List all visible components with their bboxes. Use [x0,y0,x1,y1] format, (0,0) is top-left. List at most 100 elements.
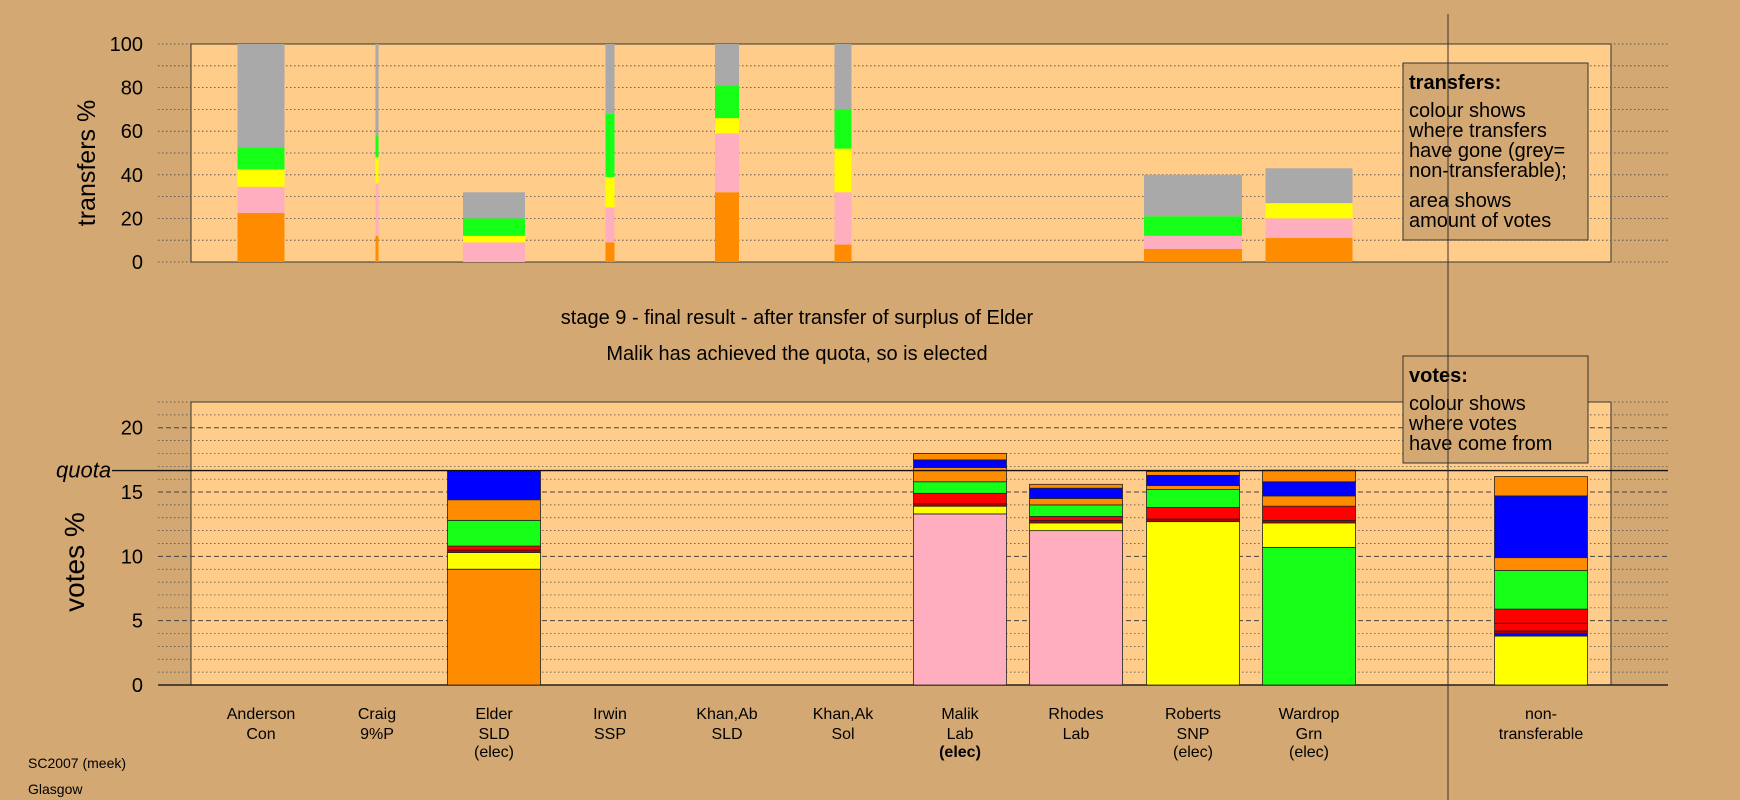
votes-bar-segment [1262,469,1356,483]
votes-bars [447,453,1588,686]
transfers-legend-frame [1402,62,1589,241]
transfers-bar-segment [237,212,285,262]
votes-y-axis-label: votes % [59,512,90,612]
votes-bar-segment [1494,476,1588,497]
nontransferable-label: non- [1525,706,1557,723]
votes-bar-segment [447,519,541,547]
transfers-bar-segment [375,235,379,262]
votes-bar-segment [913,481,1007,494]
transfers-bars [237,44,1353,262]
votes-legend-title: votes: [1409,365,1468,387]
candidate-label: Elder SLD(elec) [474,706,514,761]
transfers-bar-segment [463,218,525,236]
quota-line-group: quota [56,458,1668,483]
votes-bar-segment [447,568,541,686]
transfers-legend-line: where transfers [1408,120,1547,142]
candidate-name: Rhodes [1048,706,1103,723]
votes-bar-segment [1494,608,1588,624]
candidate-label: Roberts SNP(elec) [1165,706,1221,761]
votes-bar-segment [1146,474,1240,487]
transfers-bar-segment [834,148,852,193]
votes-bar-segment [1146,489,1240,508]
votes-bar-segment [1262,546,1356,686]
votes-bar-segment [1146,521,1240,686]
candidate-label: Wardrop Grn(elec) [1279,706,1340,761]
transfers-legend-box: transfers: colour shows where transfers … [1402,62,1589,241]
transfers-bar-segment [834,44,852,110]
votes-bar-segment [1029,487,1123,499]
candidate-label: Khan,Ab SLD [696,706,757,743]
candidate-name: Khan,Ak [813,706,874,723]
candidate-label: Irwin SSP [593,706,627,743]
votes-bar-segment [913,453,1007,461]
candidate-party: Con [246,726,275,743]
stage-title: stage 9 - final result - after transfer … [561,307,1034,329]
votes-bar-segment [1262,481,1356,497]
transfers-y-tick-label: 40 [121,165,143,187]
transfers-bar-segment [463,192,525,219]
nontransferable-label: transferable [1499,726,1584,743]
votes-y-tick-label: 10 [121,546,143,568]
transfers-bar-segment [715,192,739,262]
votes-bar-segment [1146,485,1240,490]
votes-bar-segment [1029,516,1123,521]
footer-source: SC2007 (meek) [28,755,126,771]
transfers-y-tick-label: 60 [121,121,143,143]
transfers-bar-segment [237,169,285,187]
candidate-status: (elec) [1173,744,1213,761]
transfers-y-axis-label: transfers % [73,100,101,226]
footer-region: Glasgow [28,781,83,797]
transfers-bar-segment [375,157,379,184]
votes-bar-segment [1262,495,1356,507]
transfers-bar-segment [237,44,285,148]
transfers-y-tick-label: 80 [121,78,143,100]
transfers-bar-segment [605,176,615,208]
votes-bar-segment [1146,471,1240,476]
votes-panel: 0 5 10 15 20 quota votes % votes: colour sho… [56,355,1668,697]
transfers-bar-segment [375,44,379,136]
votes-legend-line: have come from [1409,433,1552,455]
candidate-name: Irwin [593,706,627,723]
votes-bar-segment [1029,504,1123,517]
candidate-name: Khan,Ab [696,706,757,723]
transfers-bar-segment [1265,203,1353,219]
votes-bar-segment [913,467,1007,483]
quota-label: quota [56,458,111,483]
votes-bar-segment [1029,530,1123,686]
candidate-party: Lab [1063,726,1090,743]
candidate-name: Wardrop [1279,706,1340,723]
candidate-party: Sol [831,726,854,743]
candidate-name: Craig [358,706,396,723]
votes-bar-segment [447,499,541,521]
votes-bar-segment [1262,505,1356,521]
transfers-bar-segment [1265,238,1353,262]
transfers-bar-segment [605,44,615,114]
transfers-legend-line: non-transferable); [1409,160,1567,182]
transfers-y-tick-label: 20 [121,208,143,230]
candidate-status: (elec) [474,744,514,761]
votes-bar-segment [1494,622,1588,632]
transfers-bar-segment [237,186,285,213]
votes-bar-segment [913,513,1007,686]
transfers-bar-segment [605,207,615,243]
transfers-panel: 0 20 40 60 80 100 transfers % transfers: colo… [73,34,1668,274]
candidate-status: (elec) [939,744,981,761]
votes-legend-line: colour shows [1409,393,1526,415]
candidate-party: SSP [594,726,626,743]
votes-y-tick-label: 15 [121,482,143,504]
votes-bar-segment [1494,495,1588,559]
votes-bar-segment [1494,570,1588,610]
votes-bar-segment [447,552,541,570]
transfers-y-tick-labels: 0 20 40 60 80 100 [110,34,143,274]
votes-bar-segment [1029,522,1123,532]
candidate-party: SNP [1177,726,1210,743]
transfers-legend-line: area shows [1409,190,1511,212]
candidate-label: Malik Lab(elec) [939,706,981,761]
transfers-bar-segment [1144,216,1242,236]
transfers-bar-segment [1144,248,1242,262]
votes-bar-segment [1029,483,1123,489]
transfers-legend-line: amount of votes [1409,210,1551,232]
votes-y-tick-labels: 0 5 10 15 20 [121,418,143,697]
candidate-status: (elec) [1289,744,1329,761]
transfers-bar-segment [463,235,525,243]
